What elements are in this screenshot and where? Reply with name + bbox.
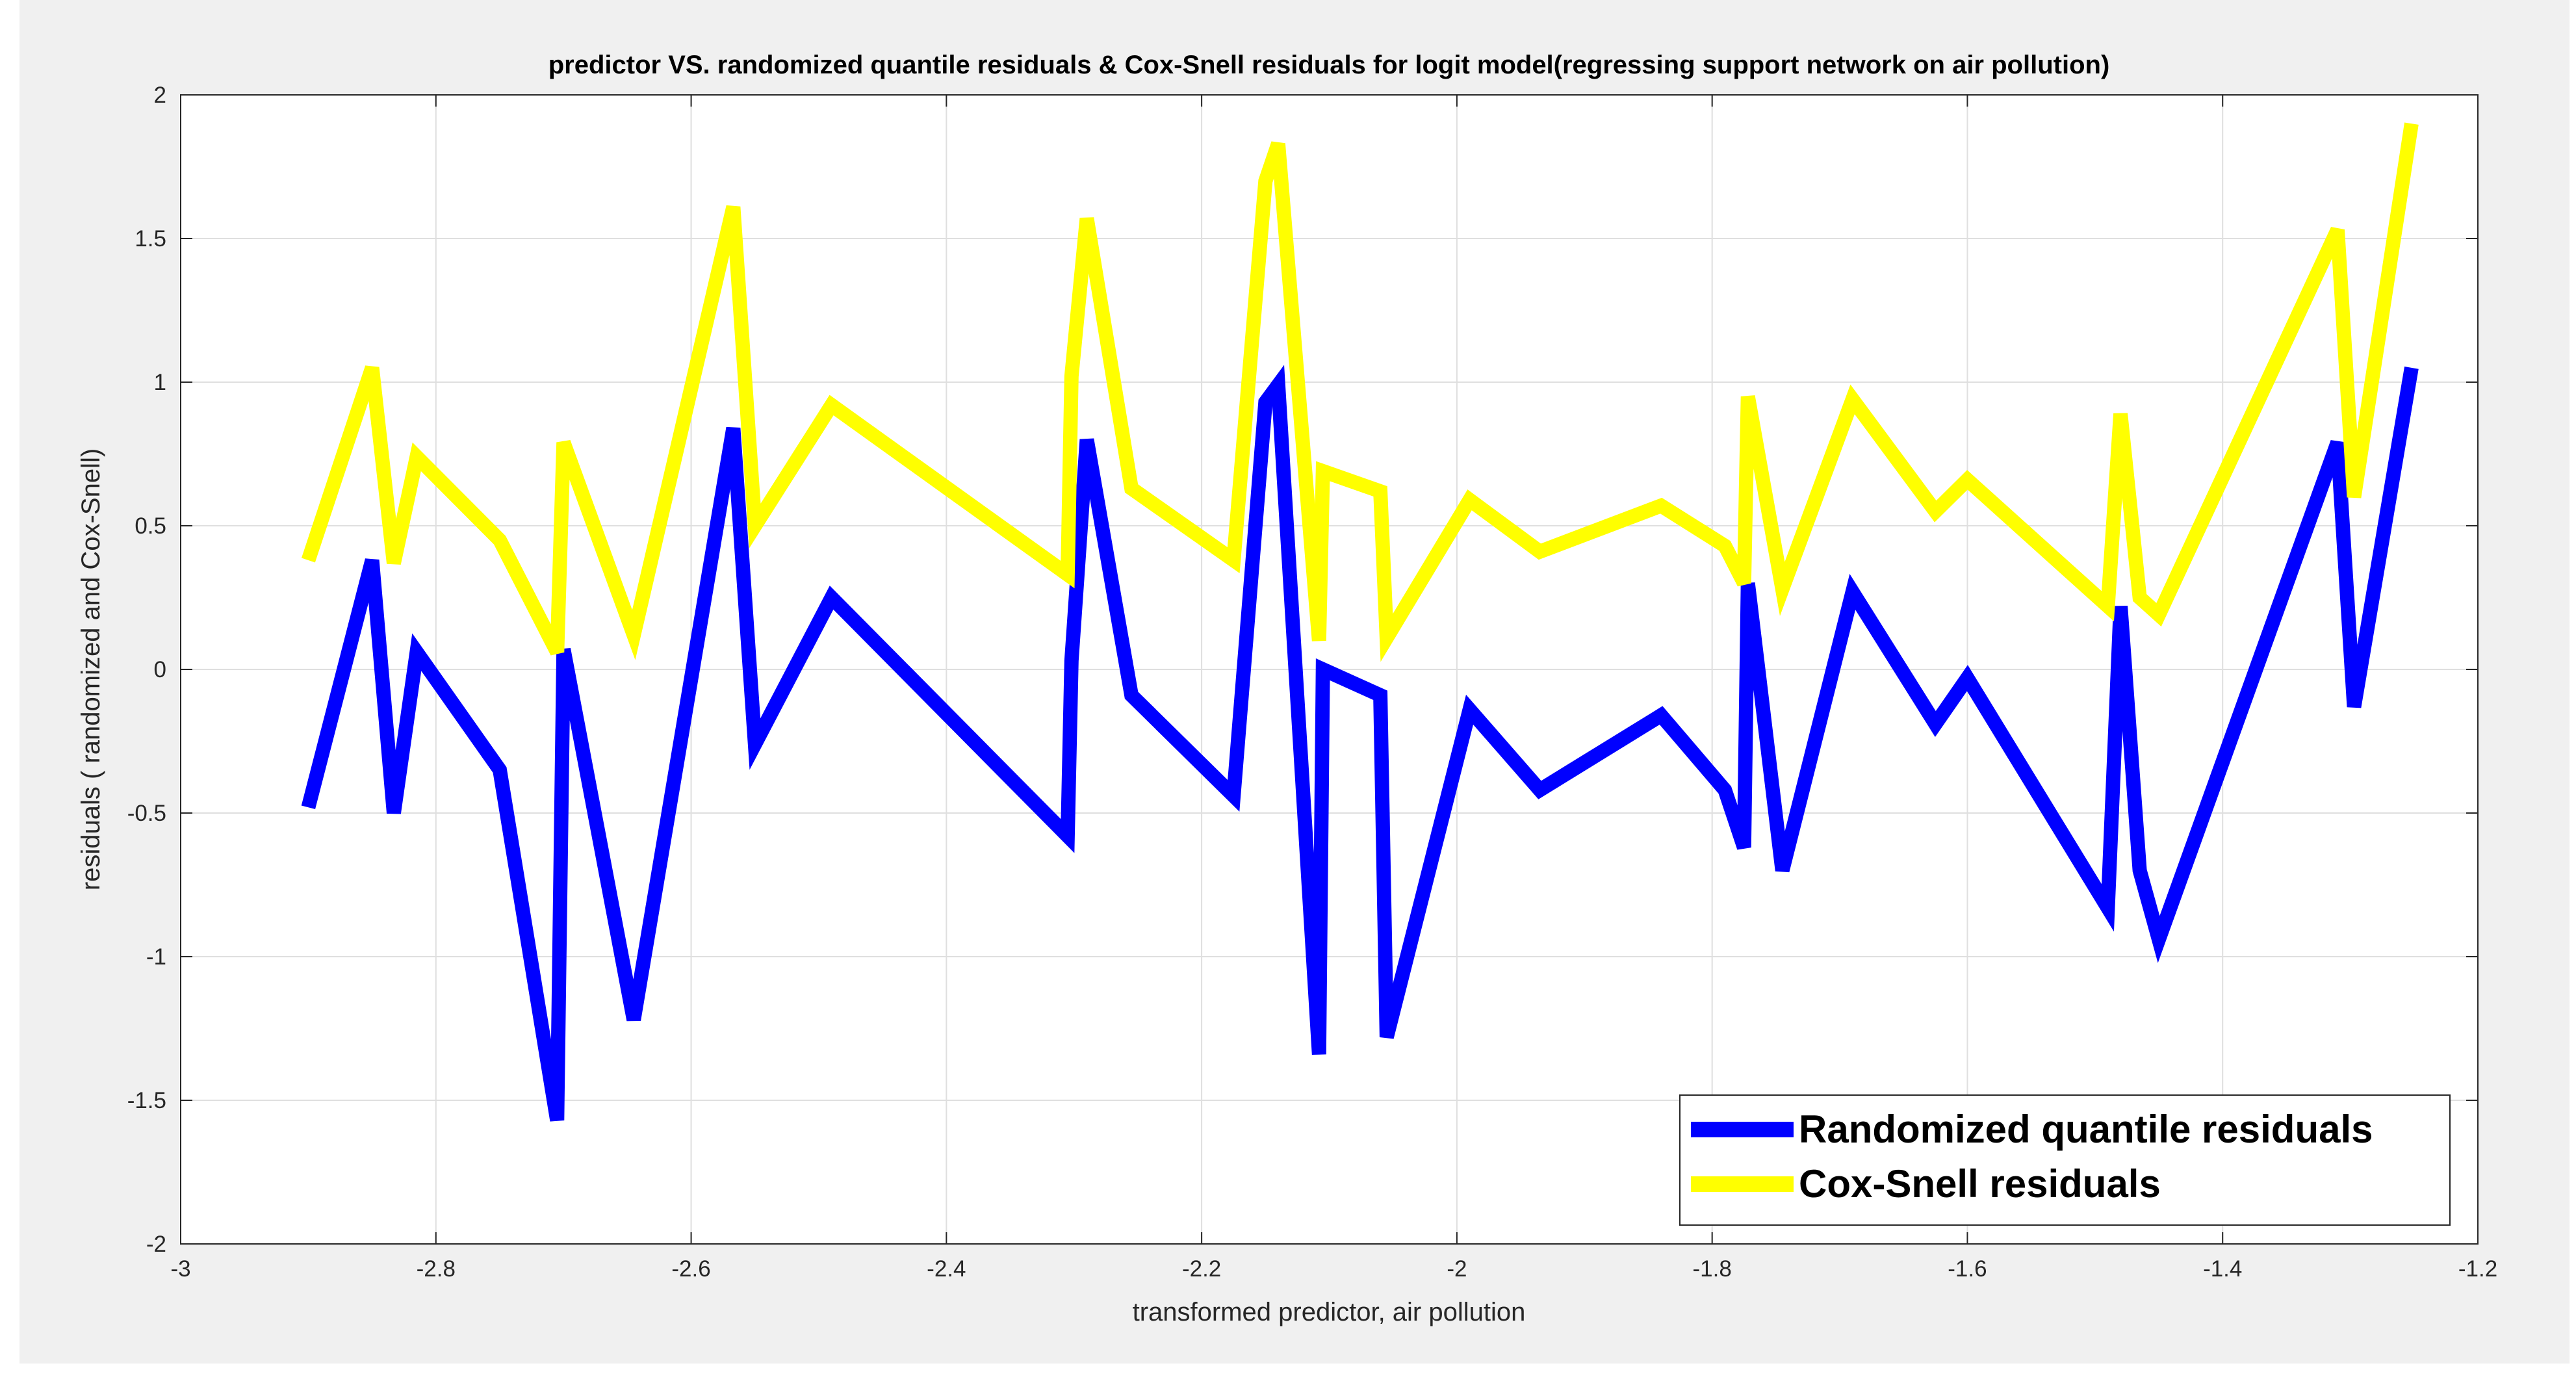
y-tick-label: 1.5 — [135, 226, 166, 252]
axis-ticks: -3 -2.8 -2.6 -2.4 -2.2 -2 -1.8 -1.6 -1.4 -1.2 -2 -1… — [127, 83, 2497, 1282]
y-tick-label: -1 — [146, 944, 166, 970]
x-tick-label: -2.4 — [927, 1256, 966, 1282]
x-tick-label: -1.6 — [1948, 1256, 1987, 1282]
x-axis-label: transformed predictor, air pollution — [1133, 1298, 1526, 1326]
legend-box — [1679, 1094, 2451, 1226]
y-tick-label: -1.5 — [127, 1088, 166, 1113]
x-tick-label: -1.2 — [2458, 1256, 2497, 1282]
x-tick-label: -3 — [170, 1256, 190, 1282]
legend-label-randomized-quantile-residuals: Randomized quantile residuals — [1799, 1107, 2373, 1151]
y-tick-label: -2 — [146, 1232, 166, 1257]
x-tick-label: -1.8 — [1693, 1256, 1732, 1282]
y-tick-label: 0.5 — [135, 513, 166, 539]
y-tick-label: 2 — [154, 83, 166, 108]
legend: Randomized quantile residuals Cox-Snell … — [1679, 1094, 2451, 1226]
y-axis-label: residuals ( randomized and Cox-Snell) — [77, 448, 105, 890]
legend-label-cox-snell-residuals: Cox-Snell residuals — [1799, 1162, 2161, 1206]
series-line-randomized-quantile-residuals — [301, 365, 2419, 1122]
x-tick-label: -1.4 — [2203, 1256, 2242, 1282]
series-lines — [301, 122, 2419, 1122]
x-tick-label: -2.2 — [1182, 1256, 1221, 1282]
y-tick-label: 0 — [154, 657, 166, 682]
x-tick-label: -2.6 — [671, 1256, 710, 1282]
y-tick-label: -0.5 — [127, 801, 166, 826]
x-tick-label: -2.8 — [417, 1256, 456, 1282]
chart-title: predictor VS. randomized quantile residu… — [548, 51, 2110, 79]
series-line-cox-snell-residuals — [301, 122, 2419, 662]
y-tick-label: 1 — [154, 370, 166, 395]
x-tick-label: -2 — [1447, 1256, 1467, 1282]
